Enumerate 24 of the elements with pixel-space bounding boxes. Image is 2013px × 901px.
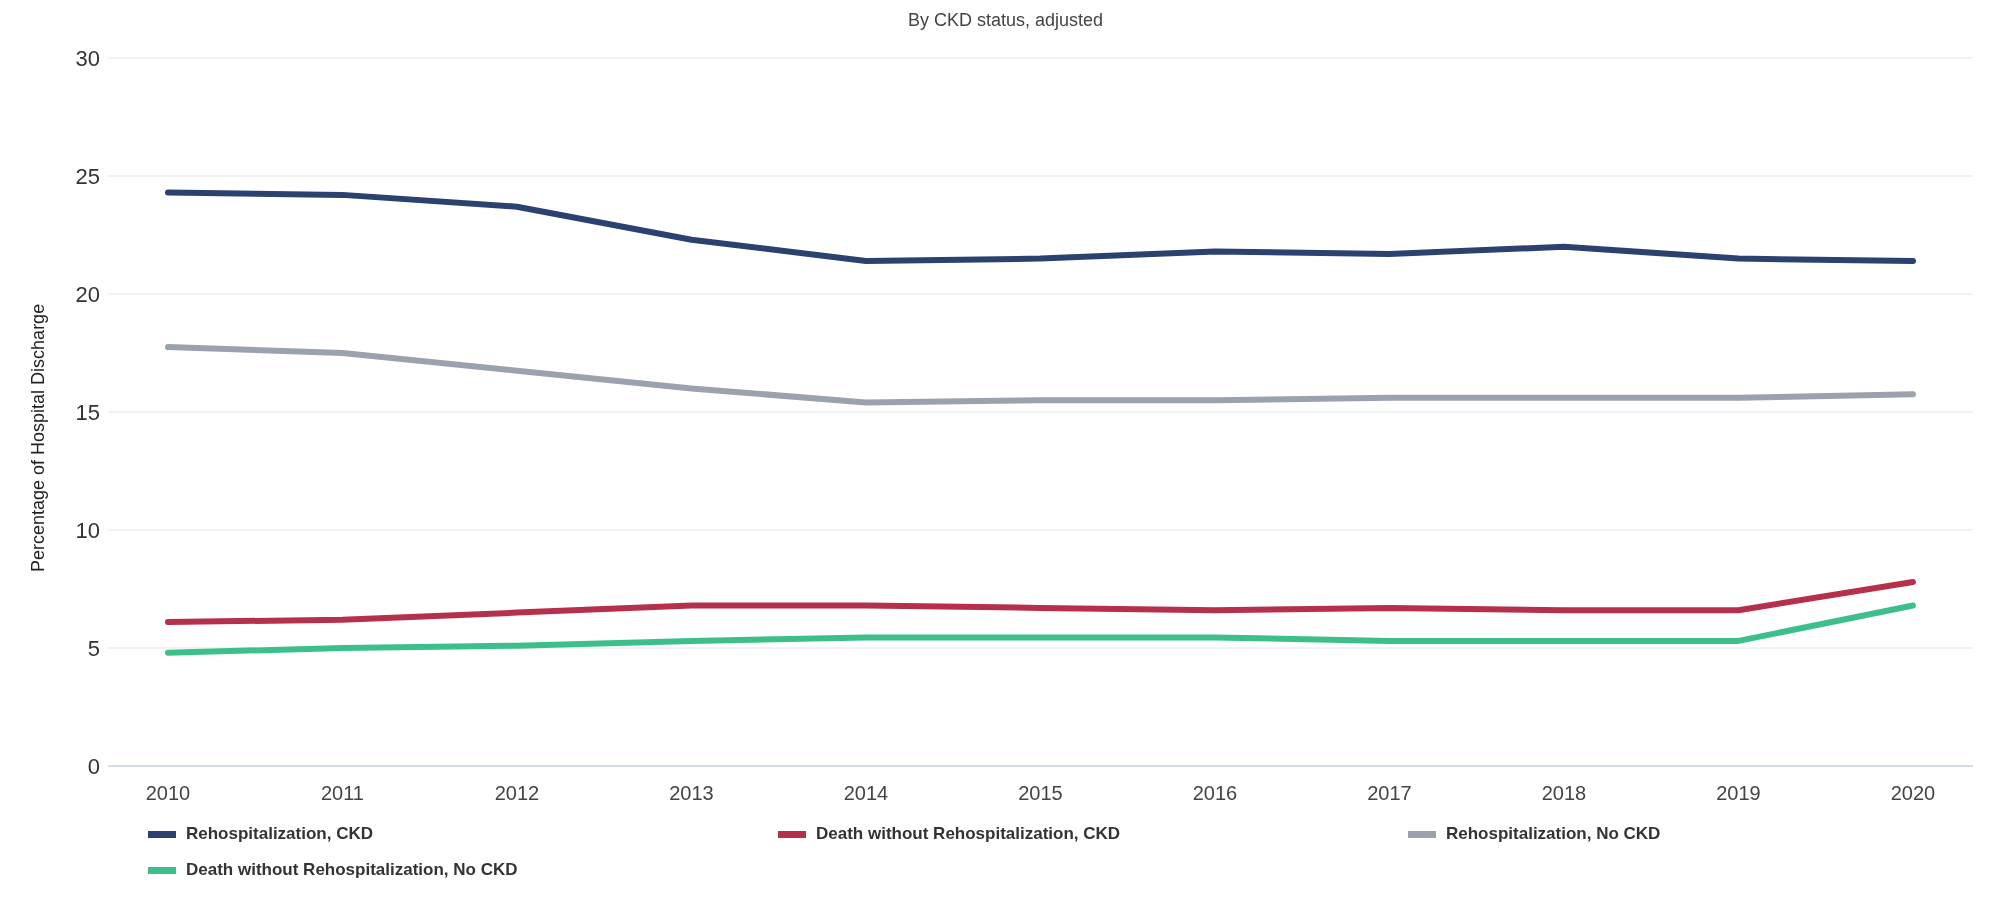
- y-tick-label: 10: [75, 517, 100, 543]
- x-tick-label: 2013: [669, 782, 714, 805]
- x-tick-label: 2020: [1890, 782, 1936, 805]
- y-tick-label: 30: [75, 45, 100, 71]
- legend-label: Death without Rehospitalization, CKD: [816, 824, 1121, 844]
- legend-label: Rehospitalization, No CKD: [1446, 824, 1661, 844]
- x-tick-label: 2012: [494, 782, 540, 805]
- y-tick-label: 5: [87, 635, 100, 661]
- x-tick-label: 2015: [1018, 782, 1063, 805]
- x-tick-label: 2010: [145, 782, 191, 805]
- legend-label: Death without Rehospitalization, No CKD: [186, 860, 518, 880]
- x-tick-label: 2017: [1367, 782, 1412, 805]
- y-tick-label: 15: [75, 399, 100, 425]
- x-tick-label: 2018: [1541, 782, 1587, 805]
- x-tick-label: 2019: [1716, 782, 1761, 805]
- x-tick-label: 2014: [843, 782, 889, 805]
- y-tick-label: 20: [75, 281, 100, 307]
- y-tick-label: 0: [87, 753, 100, 779]
- x-tick-label: 2016: [1192, 782, 1238, 805]
- legend-label: Rehospitalization, CKD: [186, 824, 374, 844]
- x-tick-label: 2011: [320, 782, 365, 805]
- chart-subtitle: By CKD status, adjusted: [906, 10, 1105, 31]
- y-tick-label: 25: [75, 163, 100, 189]
- y-axis-title: Percentage of Hospital Discharge: [28, 303, 49, 572]
